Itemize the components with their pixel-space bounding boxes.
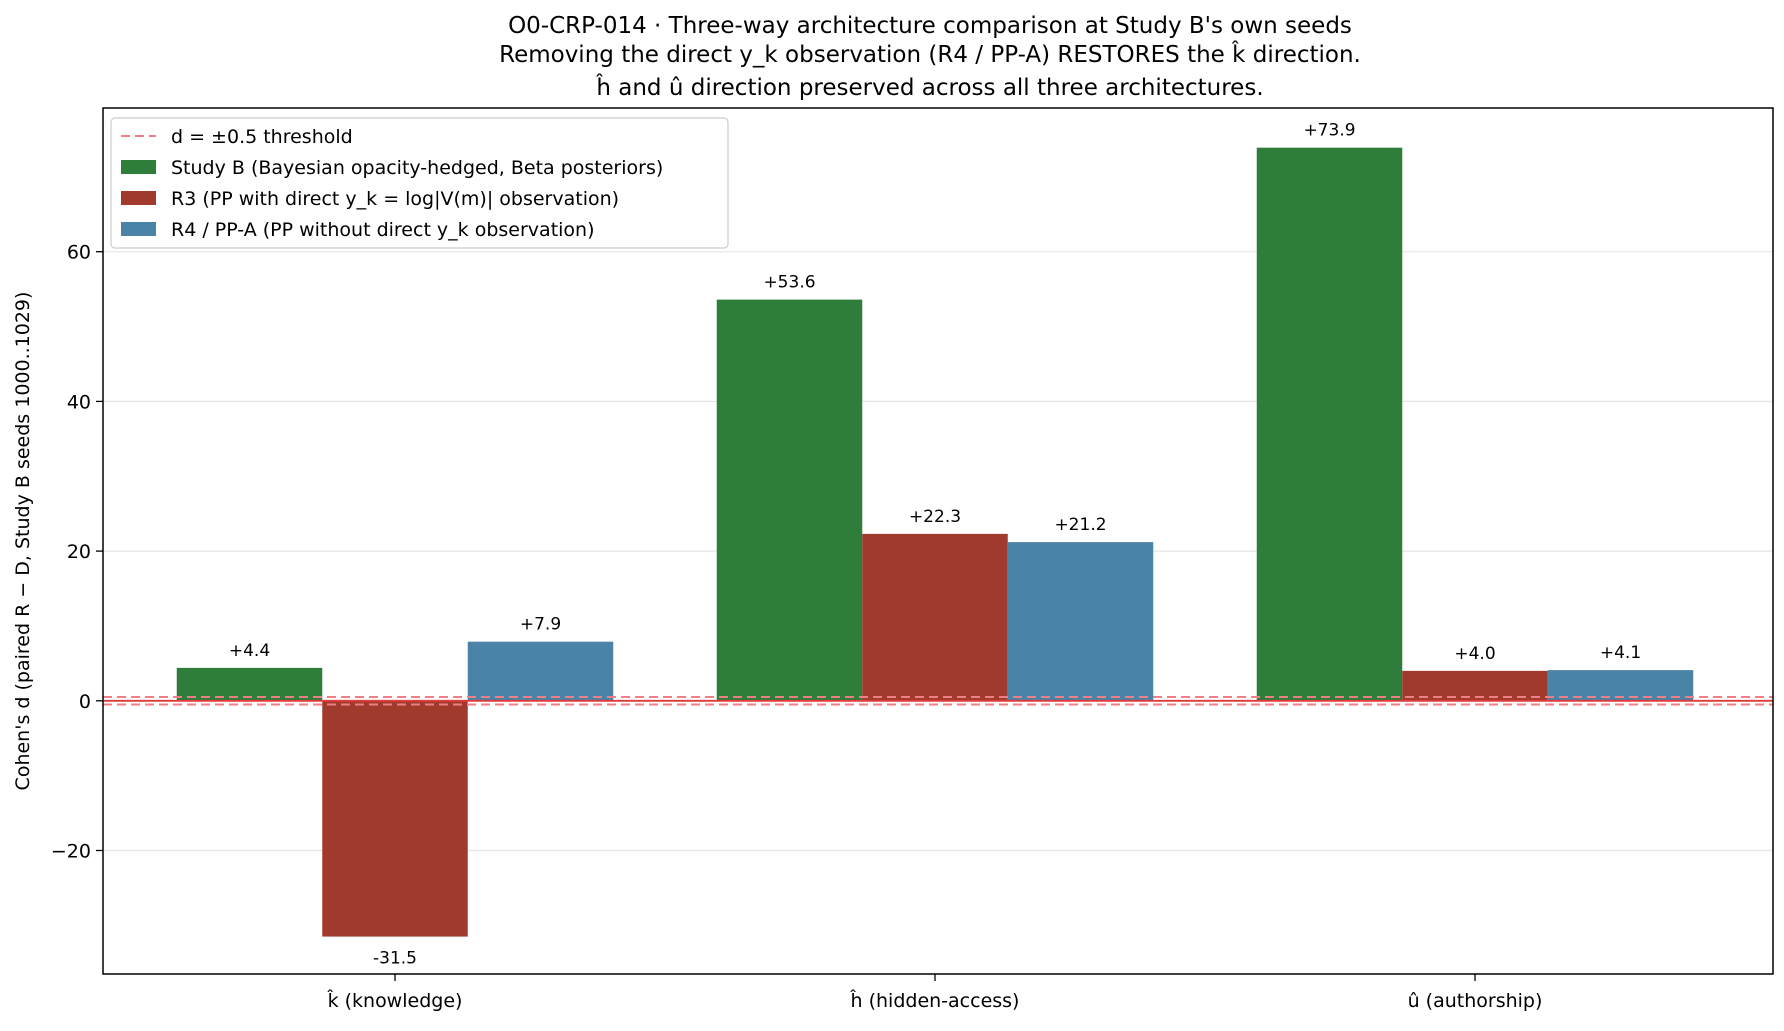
y-tick-label: 60 — [67, 242, 91, 264]
bar — [1007, 542, 1154, 701]
bar — [176, 667, 323, 701]
legend-label: R4 / PP-A (PP without direct y_k observa… — [171, 219, 595, 241]
bars — [176, 147, 1694, 937]
data-label: -31.5 — [373, 949, 417, 969]
x-tick-label: k̂ (knowledge) — [327, 990, 463, 1012]
legend-box — [110, 117, 729, 249]
chart-title-line-2: Removing the direct y_k observation (R4 … — [499, 41, 1361, 68]
y-tick-label: −20 — [51, 840, 91, 862]
data-label: +4.4 — [229, 641, 270, 661]
legend-label: R3 (PP with direct y_k = log|V(m)| obser… — [171, 188, 619, 210]
legend-label: d = ±0.5 threshold — [171, 126, 353, 148]
data-label: +22.3 — [909, 507, 961, 527]
bar — [716, 299, 863, 701]
data-label: +73.9 — [1303, 121, 1355, 141]
legend: d = ±0.5 threshold Study B (Bayesian opac… — [110, 117, 729, 249]
legend-label: Study B (Bayesian opacity-hedged, Beta p… — [171, 157, 663, 179]
chart-title: O0-CRP-014 · Three-way architecture comp… — [499, 13, 1361, 101]
bar — [1256, 147, 1403, 701]
chart-title-line-3: ĥ and û direction preserved across all t… — [595, 73, 1263, 101]
data-label: +4.0 — [1454, 644, 1495, 664]
axes: −20 0 20 40 60 k̂ (knowledge) ĥ (hidden-access… — [51, 242, 1543, 1012]
chart-title-line-1: O0-CRP-014 · Three-way architecture comp… — [508, 13, 1352, 39]
y-tick-label: 40 — [67, 391, 91, 413]
y-tick-label: 20 — [67, 541, 91, 563]
data-label: +4.1 — [1600, 643, 1641, 663]
bar — [467, 641, 614, 701]
bar — [1547, 670, 1694, 701]
legend-swatch — [121, 191, 156, 205]
reference-lines — [103, 696, 1773, 706]
x-tick-label: û (authorship) — [1408, 990, 1543, 1012]
x-tick-label: ĥ (hidden-access) — [850, 989, 1020, 1012]
plot-frame — [102, 107, 1774, 975]
y-tick-label: 0 — [79, 691, 91, 713]
legend-swatch — [121, 222, 156, 236]
data-labels: +4.4 +53.6 +73.9 -31.5 +22.3 +4.0 +7.9 +21.2 +4.… — [229, 121, 1641, 969]
bar — [322, 700, 468, 937]
data-label: +53.6 — [763, 273, 815, 293]
y-axis-label: Cohen's d (paired R − D, Study B seeds 1… — [12, 292, 34, 791]
data-label: +21.2 — [1054, 515, 1106, 535]
bar — [862, 533, 1008, 701]
data-label: +7.9 — [520, 615, 561, 635]
bar — [1402, 670, 1548, 701]
legend-swatch — [121, 160, 156, 174]
